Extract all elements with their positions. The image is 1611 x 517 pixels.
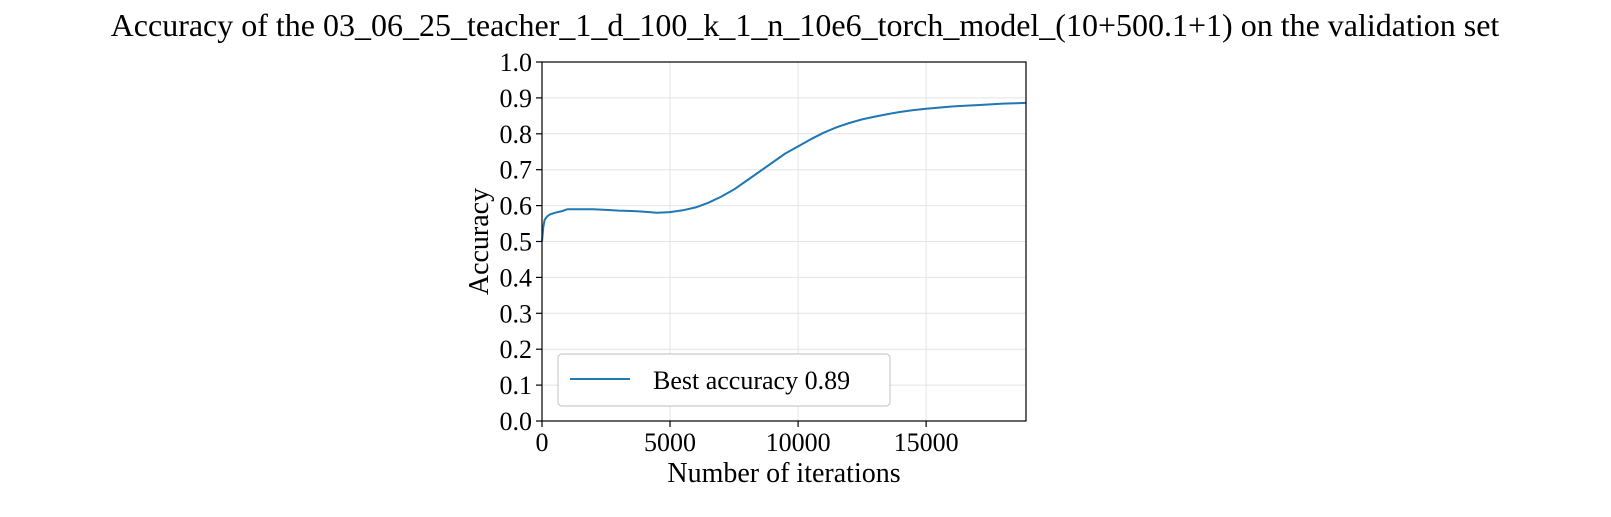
y-tick-label: 0.6 bbox=[500, 192, 533, 221]
x-tick-label: 5000 bbox=[644, 428, 696, 457]
y-tick-label: 0.0 bbox=[500, 407, 533, 436]
y-tick-label: 0.4 bbox=[500, 263, 533, 292]
x-tick-label: 15000 bbox=[894, 428, 959, 457]
chart-title: Accuracy of the 03_06_25_teacher_1_d_100… bbox=[111, 7, 1500, 43]
x-tick-label: 0 bbox=[536, 428, 549, 457]
y-tick-label: 0.2 bbox=[500, 335, 533, 364]
legend-box bbox=[557, 353, 891, 407]
series-layer bbox=[541, 101, 1027, 242]
y-tick-label: 0.9 bbox=[500, 84, 533, 113]
x-axis-ticks: 0 5000 10000 15000 bbox=[536, 421, 959, 457]
y-tick-label: 0.1 bbox=[500, 371, 533, 400]
y-tick-label: 0.3 bbox=[500, 299, 533, 328]
legend: Best accuracy 0.89 bbox=[557, 353, 891, 407]
y-tick-label: 1.0 bbox=[500, 48, 533, 77]
y-tick-label: 0.5 bbox=[500, 228, 533, 257]
y-axis-label: Accuracy bbox=[464, 188, 495, 295]
x-axis-label: Number of iterations bbox=[667, 458, 900, 489]
y-tick-label: 0.7 bbox=[500, 156, 533, 185]
y-tick-label: 0.8 bbox=[500, 120, 533, 149]
series-line bbox=[541, 101, 1027, 242]
x-tick-label: 10000 bbox=[766, 428, 831, 457]
y-axis-ticks: 0.0 0.1 0.2 0.3 0.4 0.5 0.6 0.7 0.8 0.9 1.0 bbox=[500, 48, 542, 436]
legend-label: Best accuracy 0.89 bbox=[653, 366, 850, 395]
